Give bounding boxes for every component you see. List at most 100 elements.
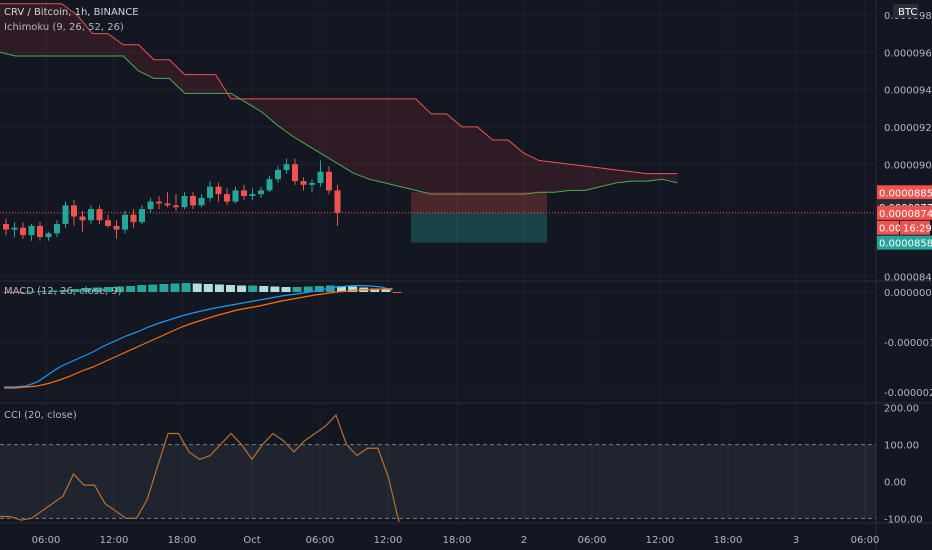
ichimoku-cloud xyxy=(0,3,678,195)
cci-tick-label: 100.00 xyxy=(884,441,919,452)
time-tick-label: 18:00 xyxy=(443,535,472,546)
macd-histogram-bar xyxy=(159,284,169,292)
candle-body[interactable] xyxy=(232,190,239,202)
position-stop-zone xyxy=(411,192,547,213)
candle-body[interactable] xyxy=(164,203,171,206)
macd-histogram-bar xyxy=(126,286,136,292)
cci-tick-label: -100.00 xyxy=(884,514,923,525)
candle-body[interactable] xyxy=(275,169,281,180)
cci-band xyxy=(0,444,876,519)
time-tick-label: Oct xyxy=(243,535,260,546)
candle-body[interactable] xyxy=(266,179,273,191)
time-tick-label: 12:00 xyxy=(374,535,403,546)
price-tag-bg xyxy=(877,185,932,200)
candle-body[interactable] xyxy=(88,209,94,221)
candle-body[interactable] xyxy=(156,201,162,204)
candle-body[interactable] xyxy=(105,220,111,226)
macd-histogram-bar xyxy=(292,287,302,292)
macd-histogram-bar xyxy=(37,291,47,292)
axes-layer: 06:00 12:00 18:00 Oct 06:00 12:00 18:00 2 06:00 1… xyxy=(32,11,932,546)
price-tag-text: 0.0000874 xyxy=(879,209,932,220)
candle-body[interactable] xyxy=(283,164,290,170)
candle-body[interactable] xyxy=(258,190,264,195)
candle-body[interactable] xyxy=(130,214,137,223)
candle-body[interactable] xyxy=(215,186,222,195)
macd-line xyxy=(4,284,393,388)
candle-body[interactable] xyxy=(20,227,26,236)
cci-tick-label: 0.00 xyxy=(884,477,906,488)
candle-body[interactable] xyxy=(198,197,205,206)
candle-body[interactable] xyxy=(62,205,69,224)
candle-body[interactable] xyxy=(190,196,196,206)
macd-histogram-bar xyxy=(226,285,235,292)
price-tag-bg xyxy=(877,205,932,220)
candle-body[interactable] xyxy=(249,194,256,196)
cci-pane[interactable] xyxy=(0,413,876,523)
ichimoku-label: Ichimoku (9, 26, 52, 26) xyxy=(4,22,124,33)
candle-body[interactable] xyxy=(113,225,120,230)
candle-body[interactable] xyxy=(79,216,86,221)
candle-body[interactable] xyxy=(334,190,341,213)
time-tick-label: 12:00 xyxy=(100,535,129,546)
price-tag-bg xyxy=(877,235,932,250)
candle-body[interactable] xyxy=(3,224,9,230)
candle-body[interactable] xyxy=(224,194,230,202)
price-pane[interactable] xyxy=(0,3,876,243)
candle-body[interactable] xyxy=(147,201,154,210)
time-tick-label: 06:00 xyxy=(851,535,880,546)
candle-body[interactable] xyxy=(122,214,128,230)
macd-histogram-bar xyxy=(192,283,202,292)
macd-histogram-bar xyxy=(337,286,346,292)
currency-badge-bg xyxy=(893,4,919,18)
macd-histogram-bar xyxy=(303,286,313,292)
macd-histogram-bar xyxy=(148,284,158,292)
candle-body[interactable] xyxy=(11,227,18,230)
macd-histogram-bar xyxy=(59,290,69,292)
cci-label: CCI (20, close) xyxy=(4,410,77,421)
macd-histogram-bar xyxy=(70,289,80,292)
ichimoku-lead-a xyxy=(0,51,678,195)
cci-line xyxy=(0,413,400,523)
macd-tick-label: 0.0000000 xyxy=(884,288,932,299)
candle-body[interactable] xyxy=(292,164,298,182)
macd-histogram-bar xyxy=(4,292,13,293)
candle-body[interactable] xyxy=(28,225,35,236)
candle-body[interactable] xyxy=(45,233,52,238)
symbol-title: CRV / Bitcoin, 1h, BINANCE xyxy=(4,7,139,18)
candle-body[interactable] xyxy=(139,209,145,223)
macd-tick-label: -0.0000010 xyxy=(884,338,932,349)
candle-body[interactable] xyxy=(300,181,307,185)
time-tick-label: 3 xyxy=(793,535,799,546)
candle-body[interactable] xyxy=(173,205,179,208)
macd-histogram-bar xyxy=(392,292,402,293)
candle-body[interactable] xyxy=(71,205,77,217)
position-target-zone xyxy=(411,212,547,243)
macd-label: MACD (12, 26, close, 9) xyxy=(4,286,122,297)
candle-body[interactable] xyxy=(37,225,43,238)
currency-badge[interactable]: BTC xyxy=(893,4,919,18)
candle-body[interactable] xyxy=(207,186,213,198)
candle-body[interactable] xyxy=(326,171,332,191)
macd-histogram-bar xyxy=(248,285,258,292)
candle-body[interactable] xyxy=(96,209,103,221)
time-tick-label: 12:00 xyxy=(646,535,675,546)
macd-histogram-bar xyxy=(314,286,324,292)
candle-body[interactable] xyxy=(309,182,315,185)
price-tag-text: 0.00 xyxy=(879,224,901,235)
macd-histogram-bar xyxy=(381,289,391,292)
macd-pane[interactable] xyxy=(4,283,402,389)
candle-body[interactable] xyxy=(317,171,324,183)
signal-line xyxy=(4,287,393,389)
candle-body[interactable] xyxy=(181,196,188,208)
candle-body[interactable] xyxy=(54,224,60,234)
time-tick-label: 06:00 xyxy=(578,535,607,546)
candle-body[interactable] xyxy=(241,190,247,196)
currency-badge-text: BTC xyxy=(898,7,917,18)
